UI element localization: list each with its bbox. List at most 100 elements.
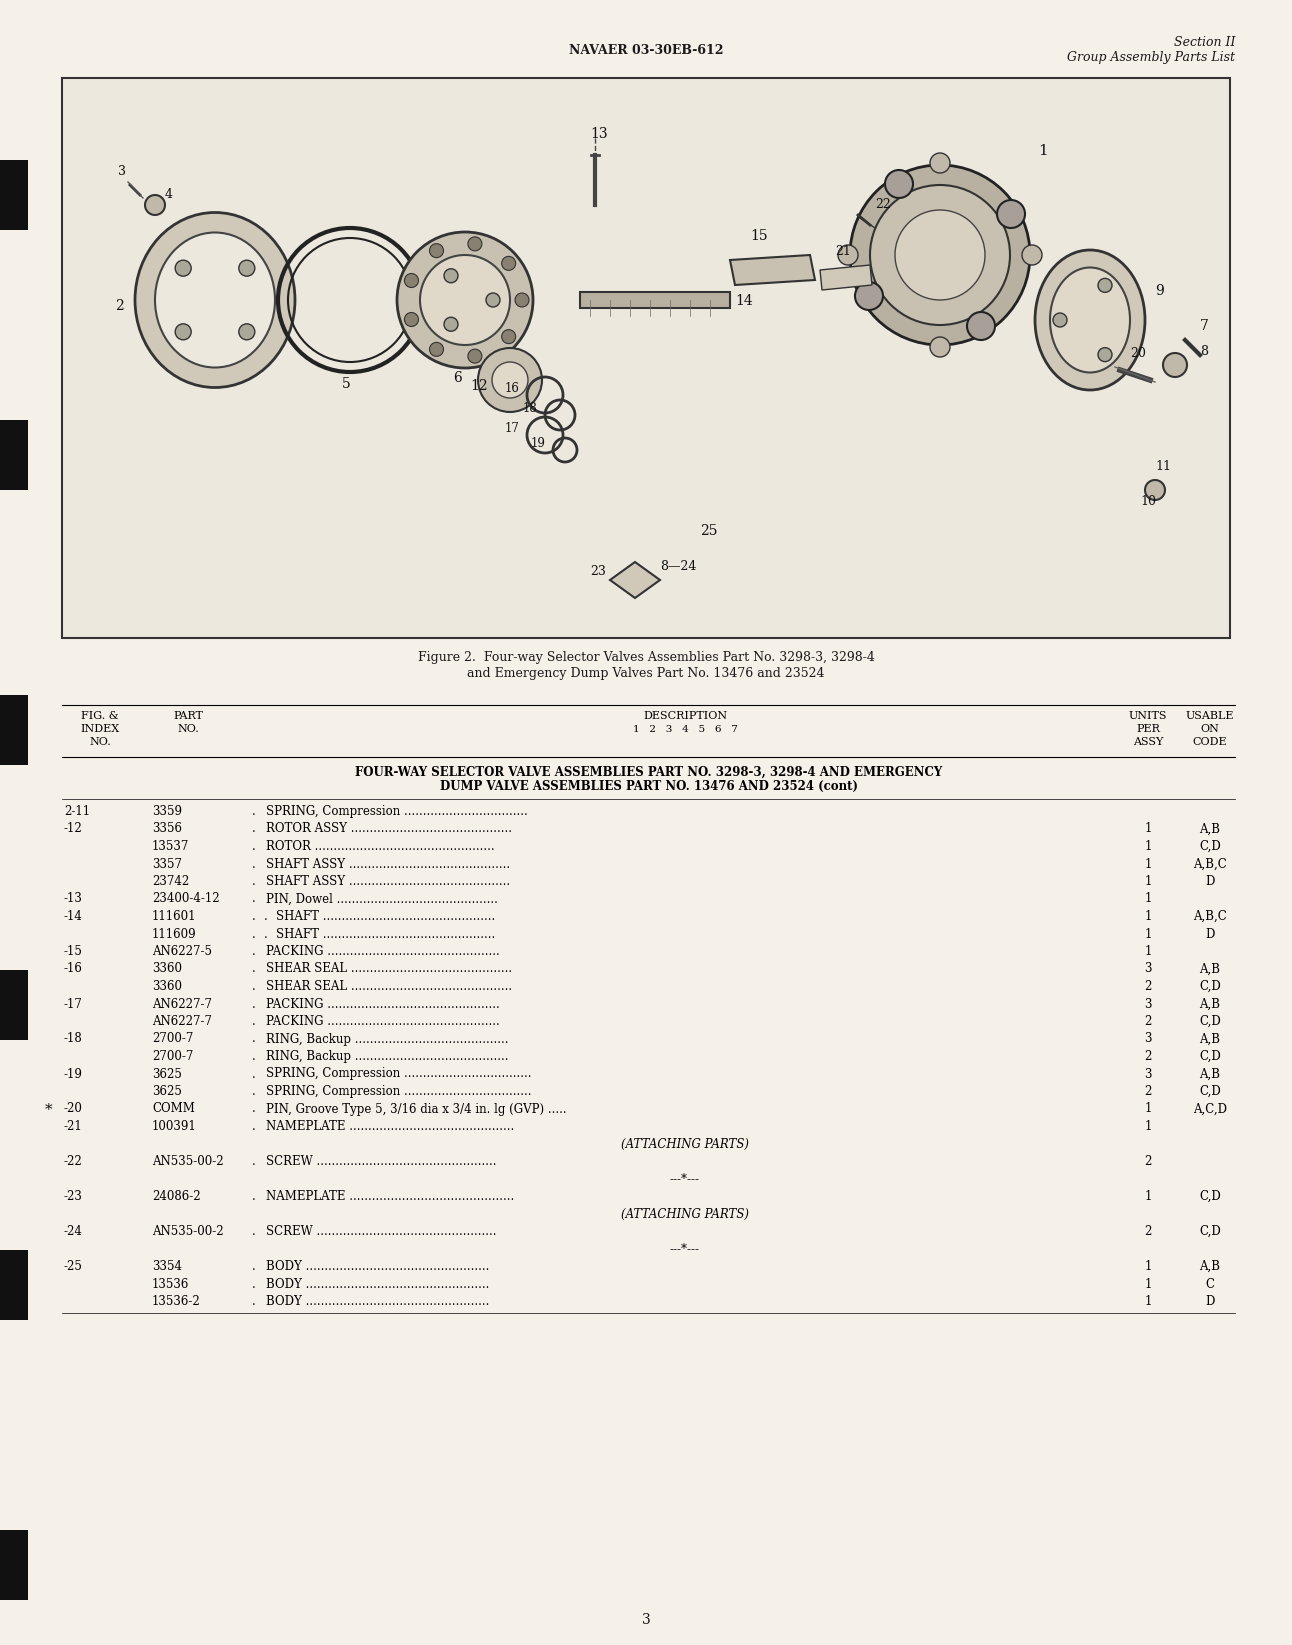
Text: .: .: [252, 875, 256, 888]
Text: .: .: [252, 1086, 256, 1097]
Text: .: .: [252, 1102, 256, 1115]
Text: -12: -12: [65, 822, 83, 836]
Text: ---*---: ---*---: [671, 1173, 700, 1186]
Circle shape: [492, 362, 528, 398]
Text: 111601: 111601: [152, 910, 196, 923]
Text: .: .: [252, 1226, 256, 1239]
Text: SPRING, Compression ..................................: SPRING, Compression ....................…: [266, 1068, 531, 1081]
Text: SPRING, Compression .................................: SPRING, Compression ....................…: [266, 804, 527, 818]
Text: 6: 6: [453, 372, 461, 385]
Text: A,B: A,B: [1199, 962, 1221, 975]
Text: .: .: [252, 857, 256, 870]
Circle shape: [404, 273, 419, 288]
Circle shape: [486, 293, 500, 308]
Text: 3625: 3625: [152, 1086, 182, 1097]
Text: BODY .................................................: BODY ...................................…: [266, 1295, 490, 1308]
Text: SCREW ................................................: SCREW ..................................…: [266, 1155, 496, 1168]
Circle shape: [468, 237, 482, 252]
Text: C: C: [1205, 1278, 1214, 1290]
Text: 1: 1: [1145, 1120, 1151, 1133]
Circle shape: [468, 349, 482, 364]
Text: 1: 1: [1145, 1295, 1151, 1308]
Text: .: .: [252, 1120, 256, 1133]
Circle shape: [397, 232, 534, 368]
Ellipse shape: [134, 212, 295, 388]
Text: 2700-7: 2700-7: [152, 1033, 194, 1046]
Text: 21: 21: [835, 245, 851, 258]
Text: 1: 1: [1145, 893, 1151, 905]
Polygon shape: [610, 563, 660, 599]
Text: DESCRIPTION: DESCRIPTION: [643, 711, 727, 721]
Bar: [0, 971, 28, 1040]
Text: .: .: [252, 980, 256, 994]
Text: 10: 10: [1140, 495, 1156, 508]
Text: -13: -13: [65, 893, 83, 905]
Text: D: D: [1205, 928, 1214, 941]
Text: C,D: C,D: [1199, 1086, 1221, 1097]
Circle shape: [145, 196, 165, 215]
Circle shape: [997, 201, 1025, 229]
Text: 7: 7: [1200, 319, 1209, 332]
Text: 1: 1: [1145, 841, 1151, 854]
Text: C,D: C,D: [1199, 980, 1221, 994]
Circle shape: [516, 293, 528, 308]
Text: A,B: A,B: [1199, 997, 1221, 1010]
Text: A,B,C: A,B,C: [1193, 857, 1227, 870]
Text: SCREW ................................................: SCREW ..................................…: [266, 1226, 496, 1239]
Text: AN6227-7: AN6227-7: [152, 997, 212, 1010]
Circle shape: [870, 184, 1010, 326]
Text: -19: -19: [65, 1068, 83, 1081]
Text: 22: 22: [875, 197, 890, 211]
Text: -17: -17: [65, 997, 83, 1010]
Text: SHAFT ASSY ...........................................: SHAFT ASSY .............................…: [266, 857, 510, 870]
Text: FOUR-WAY SELECTOR VALVE ASSEMBLIES PART NO. 3298-3, 3298-4 AND EMERGENCY: FOUR-WAY SELECTOR VALVE ASSEMBLIES PART …: [355, 767, 942, 780]
Text: 100391: 100391: [152, 1120, 196, 1133]
Text: 3359: 3359: [152, 804, 182, 818]
Circle shape: [1098, 347, 1112, 362]
Text: 14: 14: [735, 294, 753, 308]
Text: .: .: [252, 1260, 256, 1273]
Text: .: .: [252, 841, 256, 854]
Text: C,D: C,D: [1199, 1226, 1221, 1239]
Text: .: .: [252, 1189, 256, 1202]
Text: C,D: C,D: [1199, 1015, 1221, 1028]
Text: ROTOR ................................................: ROTOR ..................................…: [266, 841, 495, 854]
Text: A,B: A,B: [1199, 822, 1221, 836]
Text: 2: 2: [1145, 980, 1151, 994]
Text: 1: 1: [1145, 1278, 1151, 1290]
Text: .: .: [252, 910, 256, 923]
Text: Section II: Section II: [1173, 36, 1235, 48]
Text: 13536-2: 13536-2: [152, 1295, 200, 1308]
Text: -24: -24: [65, 1226, 83, 1239]
Text: and Emergency Dump Valves Part No. 13476 and 23524: and Emergency Dump Valves Part No. 13476…: [468, 666, 824, 679]
Text: 1: 1: [1145, 857, 1151, 870]
Text: 20: 20: [1130, 347, 1146, 360]
Text: C,D: C,D: [1199, 1189, 1221, 1202]
Text: NAMEPLATE ............................................: NAMEPLATE ..............................…: [266, 1189, 514, 1202]
Circle shape: [501, 257, 516, 270]
Text: *: *: [44, 1102, 52, 1117]
Circle shape: [1053, 313, 1067, 327]
Circle shape: [930, 337, 950, 357]
Text: -18: -18: [65, 1033, 83, 1046]
Circle shape: [429, 342, 443, 357]
Text: C,D: C,D: [1199, 1050, 1221, 1063]
Text: BODY .................................................: BODY ...................................…: [266, 1260, 490, 1273]
Text: 3356: 3356: [152, 822, 182, 836]
Text: -21: -21: [65, 1120, 83, 1133]
Text: 1: 1: [1145, 944, 1151, 957]
Text: 13: 13: [590, 127, 607, 141]
Circle shape: [176, 324, 191, 341]
Text: 8: 8: [1200, 345, 1208, 359]
Text: 3: 3: [1145, 997, 1151, 1010]
Text: D: D: [1205, 875, 1214, 888]
Bar: [0, 694, 28, 765]
Text: C,D: C,D: [1199, 841, 1221, 854]
Polygon shape: [820, 265, 872, 290]
Text: ROTOR ASSY ...........................................: ROTOR ASSY .............................…: [266, 822, 512, 836]
Text: 2: 2: [1145, 1226, 1151, 1239]
Text: .: .: [252, 893, 256, 905]
Text: -16: -16: [65, 962, 83, 975]
Text: PIN, Groove Type 5, 3/16 dia x 3/4 in. lg (GVP) .....: PIN, Groove Type 5, 3/16 dia x 3/4 in. l…: [266, 1102, 567, 1115]
Text: 111609: 111609: [152, 928, 196, 941]
